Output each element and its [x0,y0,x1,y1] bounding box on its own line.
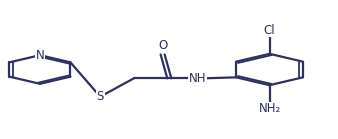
Text: N: N [35,49,44,62]
Text: NH: NH [189,72,206,85]
Text: S: S [97,90,104,103]
Text: NH₂: NH₂ [259,102,281,115]
Text: O: O [158,39,167,52]
Text: Cl: Cl [264,24,275,37]
